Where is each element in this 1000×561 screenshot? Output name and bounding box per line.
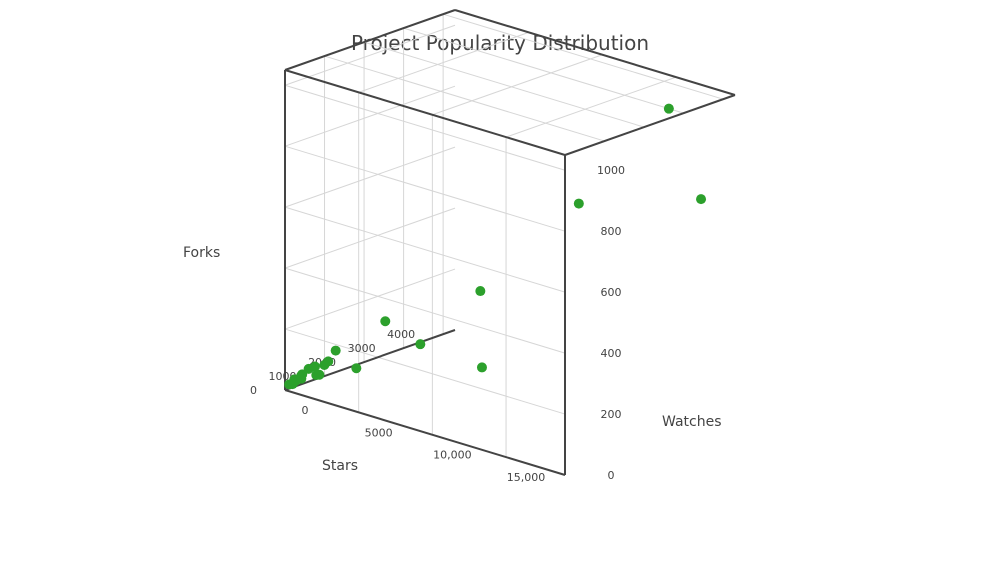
x-tick-label: 0	[302, 404, 309, 417]
axis-edge	[284, 69, 566, 156]
axis-edge	[284, 9, 456, 71]
y-tick-label: 0	[608, 469, 615, 482]
y-axis-title: Watches	[662, 414, 722, 430]
grid-line-floor-y	[284, 145, 566, 232]
x-tick-label: 15,000	[507, 471, 546, 484]
data-point	[476, 362, 487, 373]
data-point	[330, 345, 341, 356]
y-tick-label: 600	[601, 286, 622, 299]
axis-edge	[284, 329, 456, 391]
axis-edge	[454, 9, 736, 96]
data-point	[663, 103, 674, 114]
grid-line-back-z	[403, 27, 684, 114]
grid-line-wall-y	[284, 268, 456, 330]
x-axis-title: Stars	[322, 458, 358, 474]
y-tick-label: 1000	[597, 164, 625, 177]
y-tick-label: 400	[601, 347, 622, 360]
data-point	[351, 363, 362, 374]
grid-line-floor-y	[284, 206, 566, 293]
data-point	[380, 316, 391, 327]
grid-line-wall-y	[284, 146, 456, 208]
y-tick-label: 200	[601, 408, 622, 421]
data-point	[475, 286, 486, 297]
data-points	[284, 103, 707, 390]
x-tick-label: 5000	[365, 426, 393, 439]
x-tick-label: 10,000	[433, 449, 472, 462]
grid-line-back-x	[432, 54, 603, 116]
grid-line-wall-y	[284, 85, 456, 147]
data-point	[296, 373, 307, 384]
axis-edge	[564, 94, 736, 156]
z-tick-label: 3000	[348, 342, 376, 355]
data-point	[284, 379, 295, 390]
z-axis-title: Forks	[183, 245, 220, 261]
data-point	[696, 194, 707, 205]
y-tick-label: 800	[601, 225, 622, 238]
grid	[284, 9, 724, 476]
axis-edge	[284, 389, 566, 476]
z-tick-label: 4000	[387, 328, 415, 341]
data-point	[573, 198, 584, 209]
grid-line-wall-y	[284, 207, 456, 269]
grid-line-back-z	[442, 13, 724, 100]
grid-line-back-z	[363, 41, 645, 128]
grid-line-back-x	[505, 76, 677, 138]
data-point	[415, 339, 426, 350]
grid-line-back-x	[358, 31, 529, 93]
grid-line-floor-y	[284, 84, 566, 171]
axis-lines	[284, 9, 736, 476]
data-point	[319, 359, 330, 370]
grid-line-floor-y	[284, 267, 566, 354]
data-point	[311, 370, 322, 381]
grid-line-back-z	[324, 55, 605, 142]
tick-labels: 0500010,00015,00002004006008001000010002…	[250, 164, 625, 484]
z-tick-label: 0	[250, 384, 257, 397]
grid-line-floor-y	[284, 328, 566, 415]
